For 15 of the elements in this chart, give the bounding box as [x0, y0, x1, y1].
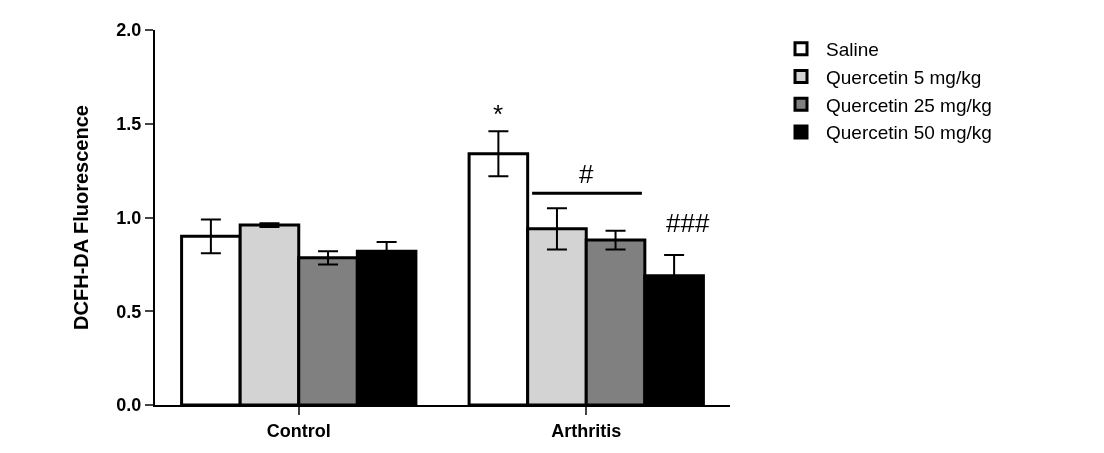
- y-tick-label: 0.0: [116, 395, 142, 416]
- y-tick-label: 1.5: [116, 114, 142, 135]
- annotation: ###: [666, 208, 710, 238]
- legend-label: Quercetin 50 mg/kg: [826, 122, 992, 144]
- y-tick-label: 2.0: [116, 20, 142, 41]
- y-axis-title: DCFH-DA Fluorescence: [70, 105, 93, 330]
- legend-label: Saline: [826, 39, 879, 61]
- y-tick-label: 1.0: [116, 207, 142, 228]
- annotation: *: [493, 99, 504, 129]
- legend-label: Quercetin 25 mg/kg: [826, 94, 992, 116]
- x-tick-label: Arthritis: [551, 420, 622, 441]
- x-tick-label: Control: [266, 420, 331, 441]
- annotation: #: [579, 159, 594, 189]
- y-tick-label: 0.5: [116, 301, 142, 322]
- legend-label: Quercetin 5 mg/kg: [826, 66, 982, 88]
